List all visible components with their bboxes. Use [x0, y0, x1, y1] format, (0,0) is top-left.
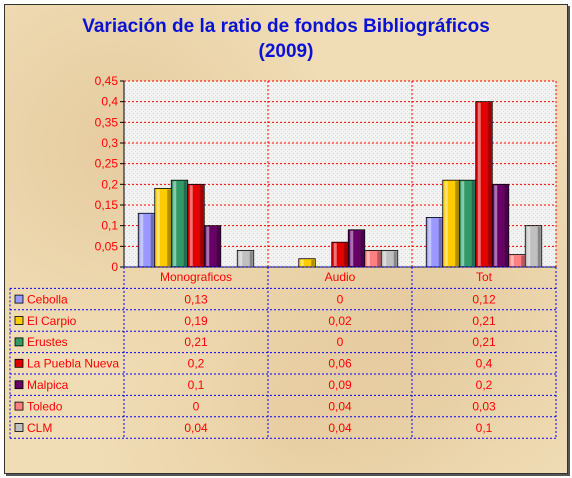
- data-label: 0,4: [476, 357, 493, 371]
- data-label: 0,2: [188, 357, 205, 371]
- bar-highlight: [428, 218, 432, 266]
- data-label: 0,21: [472, 335, 496, 349]
- bar-highlight: [300, 259, 304, 266]
- bar-highlight: [239, 251, 243, 266]
- y-tick-label: 0,3: [101, 136, 118, 150]
- bar-shade: [150, 214, 154, 266]
- bar-shade: [344, 243, 348, 266]
- bar-highlight: [333, 243, 337, 266]
- category-label: Monograficos: [160, 270, 232, 284]
- legend-swatch: [14, 294, 24, 304]
- bar-shade: [183, 181, 187, 266]
- data-label: 0,04: [184, 421, 208, 435]
- legend-swatch: [14, 401, 24, 411]
- bar-shade: [167, 189, 171, 266]
- series-name: Cebolla: [27, 292, 68, 306]
- y-tick-label: 0,15: [95, 198, 119, 212]
- data-label: 0: [337, 335, 344, 349]
- bar-shade: [537, 226, 541, 266]
- bar-shade: [521, 255, 525, 266]
- series-name: La Puebla Nueva: [27, 357, 119, 371]
- data-label: 0,21: [184, 335, 208, 349]
- y-tick-label: 0,35: [95, 115, 119, 129]
- data-label: 0,04: [328, 421, 352, 435]
- chart-title-line2: (2009): [258, 41, 314, 62]
- data-label: 0,13: [184, 292, 208, 306]
- bar-shade: [249, 251, 253, 266]
- data-label: 0,19: [184, 314, 208, 328]
- bar-highlight: [383, 251, 387, 266]
- category-label: Tot: [476, 270, 493, 284]
- data-label: 0,21: [472, 314, 496, 328]
- bar-shade: [438, 218, 442, 266]
- data-label: 0,1: [476, 421, 493, 435]
- bar-highlight: [444, 181, 448, 266]
- data-label: 0,1: [188, 378, 205, 392]
- bar-shade: [311, 259, 315, 266]
- data-label: 0,09: [328, 378, 352, 392]
- bar-shade: [504, 185, 508, 266]
- data-label: 0,02: [328, 314, 352, 328]
- data-label: 0,2: [476, 378, 493, 392]
- chart-title: Variación de la ratio de fondos Bibliogr…: [0, 14, 572, 64]
- bar-highlight: [494, 185, 498, 266]
- chart-title-line1: Variación de la ratio de fondos Bibliogr…: [82, 16, 490, 37]
- series-name: Erustes: [27, 335, 68, 349]
- series-name: CLM: [27, 421, 52, 435]
- data-label: 0,06: [328, 357, 352, 371]
- y-tick-label: 0,2: [101, 177, 118, 191]
- y-tick-label: 0,4: [101, 95, 118, 109]
- data-label: 0: [193, 399, 200, 413]
- data-label: 0: [337, 292, 344, 306]
- bar-highlight: [477, 102, 481, 267]
- y-tick-label: 0,45: [95, 74, 119, 88]
- bar-shade: [488, 102, 492, 267]
- bar-highlight: [527, 226, 531, 266]
- bar-highlight: [173, 181, 177, 266]
- series-name: Toledo: [27, 399, 63, 413]
- bar-highlight: [366, 251, 370, 266]
- legend-swatch: [14, 358, 24, 368]
- bar-highlight: [156, 189, 160, 266]
- category-label: Audio: [325, 270, 356, 284]
- legend-swatch: [14, 337, 24, 347]
- data-label: 0,12: [472, 292, 496, 306]
- series-name: Malpica: [27, 378, 69, 392]
- bar-shade: [216, 226, 220, 266]
- bar-shade: [377, 251, 381, 266]
- bar-shade: [200, 185, 204, 266]
- y-tick-label: 0,1: [101, 219, 118, 233]
- bar-highlight: [350, 230, 354, 266]
- bar-highlight: [189, 185, 193, 266]
- bar-shade: [455, 181, 459, 266]
- y-tick-label: 0: [111, 260, 118, 274]
- data-label: 0,03: [472, 399, 496, 413]
- y-tick-label: 0,25: [95, 157, 119, 171]
- legend-swatch: [14, 380, 24, 390]
- legend-swatch: [14, 423, 24, 432]
- y-tick-label: 0,05: [95, 239, 119, 253]
- legend-swatch: [14, 316, 24, 325]
- data-label: 0,04: [328, 399, 352, 413]
- bar-highlight: [206, 226, 210, 266]
- bar-highlight: [140, 214, 144, 266]
- bar-shade: [471, 181, 475, 266]
- bar-highlight: [510, 255, 514, 266]
- series-name: El Carpio: [27, 314, 77, 328]
- bar-highlight: [461, 181, 465, 266]
- bar-shade: [360, 230, 364, 266]
- bar-shade: [393, 251, 397, 266]
